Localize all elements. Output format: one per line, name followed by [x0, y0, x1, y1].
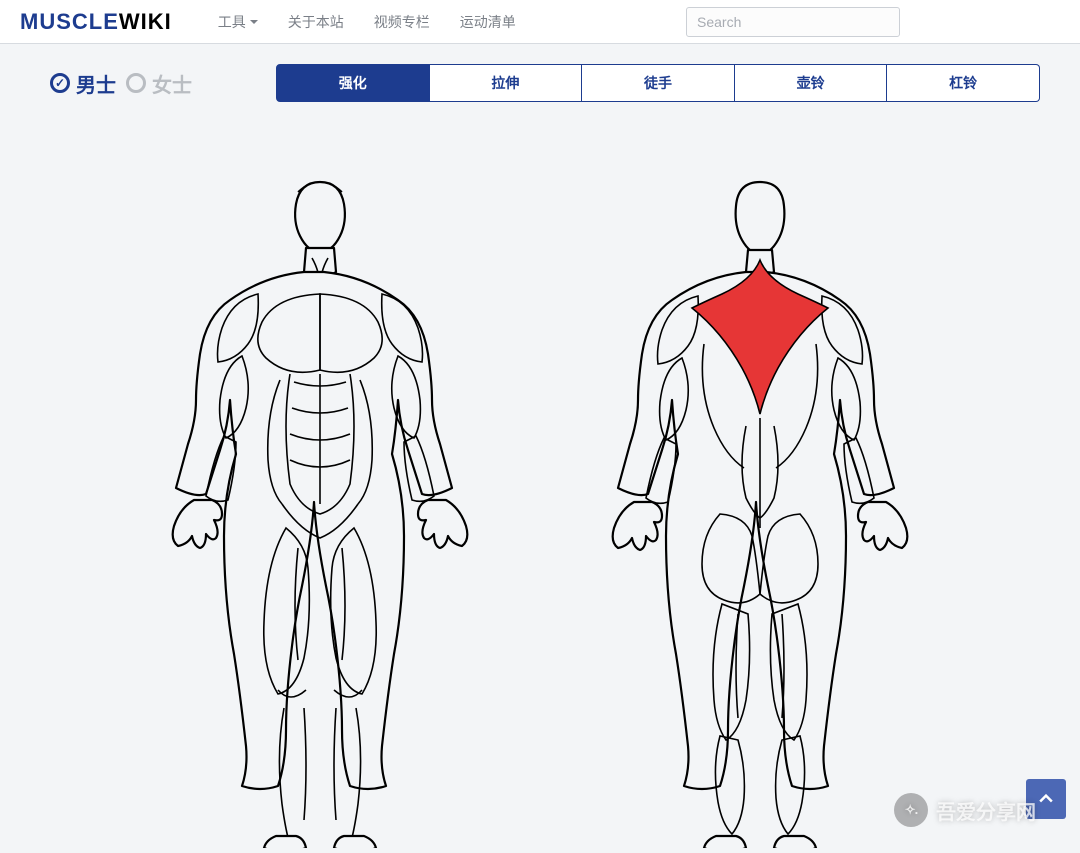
body-front[interactable] — [130, 168, 510, 848]
logo-part-1: MUSCLE — [20, 9, 119, 34]
watermark-text: 吾爱分享网 — [936, 796, 1036, 825]
nav-list[interactable]: 运动清单 — [460, 12, 516, 32]
anatomy-diagrams — [0, 168, 1080, 848]
gender-male-label: 男士 — [76, 69, 116, 98]
radio-unchecked-icon — [126, 73, 146, 93]
tab-strength[interactable]: 强化 — [276, 64, 430, 102]
radio-checked-icon — [50, 73, 70, 93]
nav-tools-label: 工具 — [218, 12, 246, 32]
gender-female[interactable]: 女士 — [126, 69, 192, 98]
logo[interactable]: MUSCLEWIKI — [20, 9, 172, 35]
gender-male[interactable]: 男士 — [50, 69, 116, 98]
nav-tools[interactable]: 工具 — [218, 12, 258, 32]
controls-row: 男士 女士 强化 拉伸 徒手 壶铃 杠铃 — [0, 44, 1080, 102]
tab-bodyweight[interactable]: 徒手 — [582, 64, 735, 102]
watermark: ✧. 吾爱分享网 — [894, 793, 1036, 827]
category-tabs: 强化 拉伸 徒手 壶铃 杠铃 — [276, 64, 1040, 102]
nav-links: 工具 关于本站 视频专栏 运动清单 — [218, 12, 686, 32]
chevron-up-icon — [1036, 789, 1056, 809]
wechat-icon: ✧. — [894, 793, 928, 827]
logo-part-2: WIKI — [119, 9, 172, 34]
header: MUSCLEWIKI 工具 关于本站 视频专栏 运动清单 — [0, 0, 1080, 44]
chevron-down-icon — [250, 20, 258, 24]
gender-selector: 男士 女士 — [50, 69, 192, 98]
gender-female-label: 女士 — [152, 69, 192, 98]
nav-video[interactable]: 视频专栏 — [374, 12, 430, 32]
body-back[interactable] — [570, 168, 950, 848]
tab-stretch[interactable]: 拉伸 — [430, 64, 583, 102]
search-input[interactable] — [686, 7, 900, 37]
nav-about[interactable]: 关于本站 — [288, 12, 344, 32]
tab-kettlebell[interactable]: 壶铃 — [735, 64, 888, 102]
tab-barbell[interactable]: 杠铃 — [887, 64, 1040, 102]
